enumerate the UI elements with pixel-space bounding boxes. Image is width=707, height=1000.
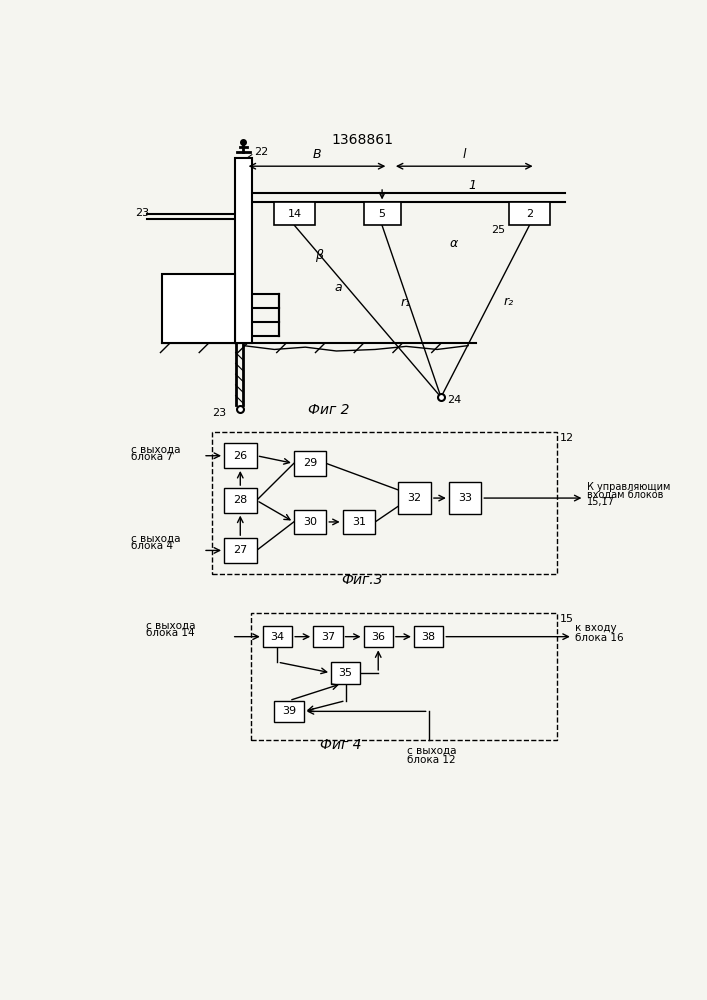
Text: 1: 1	[468, 179, 476, 192]
Bar	[274, 701, 304, 722]
Text: блока 14: блока 14	[146, 628, 195, 638]
Bar	[363, 202, 401, 225]
Text: к входу: к входу	[575, 623, 617, 633]
Text: 15: 15	[559, 614, 573, 624]
Text: 14: 14	[288, 209, 302, 219]
Text: 31: 31	[352, 517, 366, 527]
Text: 33: 33	[458, 493, 472, 503]
Bar	[235, 158, 252, 343]
Text: 36: 36	[371, 632, 385, 642]
Text: r₂: r₂	[504, 295, 514, 308]
Bar	[449, 482, 481, 514]
Text: блока 7: блока 7	[131, 452, 173, 462]
Text: блока 4: блока 4	[131, 541, 173, 551]
Text: r₁: r₁	[401, 296, 411, 309]
Bar	[398, 482, 431, 514]
Text: Фиг 4: Фиг 4	[320, 738, 361, 752]
Bar	[224, 443, 257, 468]
Bar	[509, 202, 549, 225]
Text: Фиг 2: Фиг 2	[308, 403, 349, 417]
Text: 5: 5	[379, 209, 385, 219]
Text: B: B	[312, 148, 321, 161]
Text: 12: 12	[559, 433, 573, 443]
Text: 2: 2	[526, 209, 533, 219]
Text: с выхода: с выхода	[407, 746, 457, 756]
Text: блока 12: блока 12	[407, 755, 455, 765]
Text: входам блоков: входам блоков	[587, 489, 663, 499]
Bar	[293, 451, 327, 476]
Text: 30: 30	[303, 517, 317, 527]
Text: 29: 29	[303, 458, 317, 468]
Bar	[274, 202, 315, 225]
Text: К управляющим: К управляющим	[587, 482, 670, 492]
Text: с выхода: с выхода	[131, 445, 180, 455]
Text: 38: 38	[421, 632, 436, 642]
Text: блока 16: блока 16	[575, 633, 624, 643]
Text: l: l	[462, 148, 466, 161]
Bar	[162, 274, 235, 343]
Text: 34: 34	[270, 632, 284, 642]
Bar	[414, 626, 443, 647]
Bar	[263, 626, 292, 647]
Bar	[293, 510, 327, 534]
Bar	[331, 662, 361, 684]
Bar	[224, 488, 257, 513]
Bar	[343, 510, 375, 534]
Text: 1368861: 1368861	[331, 133, 393, 147]
Text: Фиг.3: Фиг.3	[341, 573, 382, 587]
Text: 27: 27	[233, 545, 247, 555]
Text: 23: 23	[212, 408, 226, 418]
Text: 22: 22	[255, 147, 269, 157]
Text: 35: 35	[339, 668, 353, 678]
Text: 28: 28	[233, 495, 247, 505]
Text: с выхода: с выхода	[146, 620, 196, 630]
Text: 15,17: 15,17	[587, 497, 614, 507]
Text: a: a	[335, 281, 342, 294]
Text: 32: 32	[408, 493, 421, 503]
Text: $\alpha$: $\alpha$	[449, 237, 459, 250]
Text: с выхода: с выхода	[131, 533, 180, 543]
Text: 37: 37	[321, 632, 335, 642]
Text: 23: 23	[135, 208, 149, 218]
Text: $\beta$: $\beta$	[315, 247, 325, 264]
Bar	[212, 432, 557, 574]
Bar	[251, 613, 557, 740]
Bar	[224, 538, 257, 563]
Text: 24: 24	[448, 395, 462, 405]
Text: 39: 39	[282, 706, 296, 716]
Bar	[363, 626, 393, 647]
Text: 26: 26	[233, 451, 247, 461]
Text: 25: 25	[491, 225, 506, 235]
Bar	[313, 626, 343, 647]
